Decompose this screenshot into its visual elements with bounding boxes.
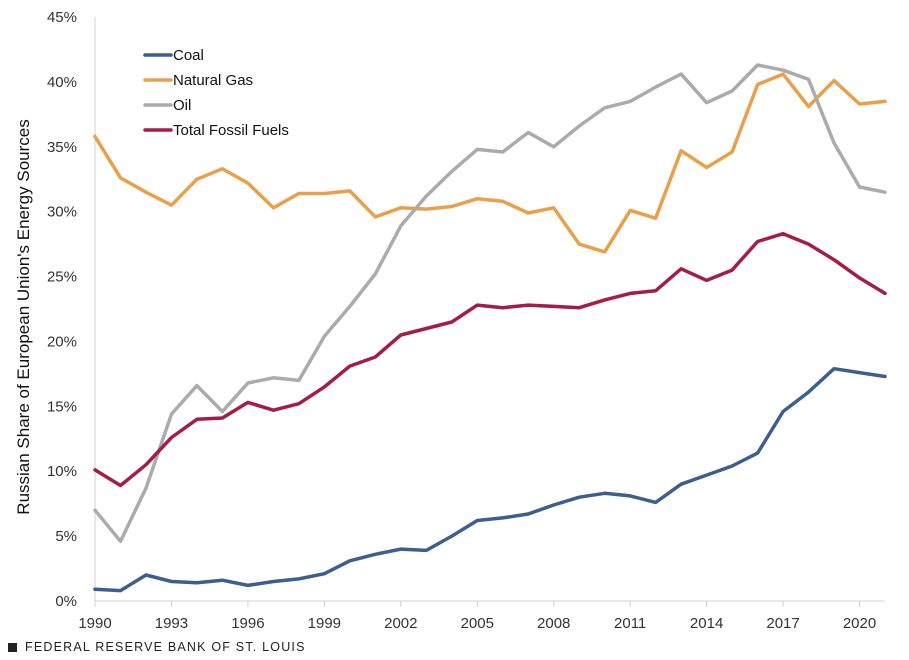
y-tick-label: 15% [47,398,77,415]
x-tick-label: 2002 [384,615,417,632]
y-axis-title: Russian Share of European Union's Energy… [14,119,33,514]
tick-labels: 0% 5% 10% 15% 20% 25% 30% 35% 40% 45% 1990 1993 1996… [47,9,876,632]
y-tick-label: 40% [47,74,77,91]
footer-text: FEDERAL RESERVE BANK OF ST. LOUIS [25,640,306,654]
y-tick-label: 45% [47,9,77,26]
legend: Coal Natural Gas Oil Total Fossil Fuels [143,47,289,139]
footer-square-icon [8,642,17,652]
y-tick-label: 0% [55,593,77,610]
x-tick-label: 2005 [461,615,494,632]
series-line-natural-gas [93,72,887,254]
series-line-oil [93,63,887,544]
x-tick-label: 2008 [537,615,570,632]
x-tick-label: 1990 [78,615,111,632]
y-tick-label: 35% [47,139,77,156]
y-tick-label: 10% [47,463,77,480]
legend-label-total-fossil-fuels: Total Fossil Fuels [173,122,289,139]
x-tick-label: 1996 [231,615,264,632]
series-line-coal [93,366,887,593]
y-tick-label: 5% [55,528,77,545]
x-tick-label: 2014 [690,615,723,632]
x-tick-label: 2020 [843,615,876,632]
x-tick-label: 2011 [614,615,646,632]
y-tick-label: 30% [47,204,77,221]
footer: FEDERAL RESERVE BANK OF ST. LOUIS [8,640,306,654]
legend-label-natural-gas: Natural Gas [173,72,253,89]
y-tick-label: 25% [47,269,77,286]
axes [94,17,885,607]
legend-label-oil: Oil [173,97,191,114]
line-chart: 0% 5% 10% 15% 20% 25% 30% 35% 40% 45% 1990 1993 1996… [14,9,887,632]
x-tick-label: 1999 [308,615,341,632]
y-tick-label: 20% [47,333,77,350]
x-tick-label: 1993 [155,615,188,632]
series-lines [93,63,887,593]
series-line-total-fossil-fuels [93,231,887,488]
legend-label-coal: Coal [173,47,204,64]
x-tick-label: 2017 [766,615,799,632]
